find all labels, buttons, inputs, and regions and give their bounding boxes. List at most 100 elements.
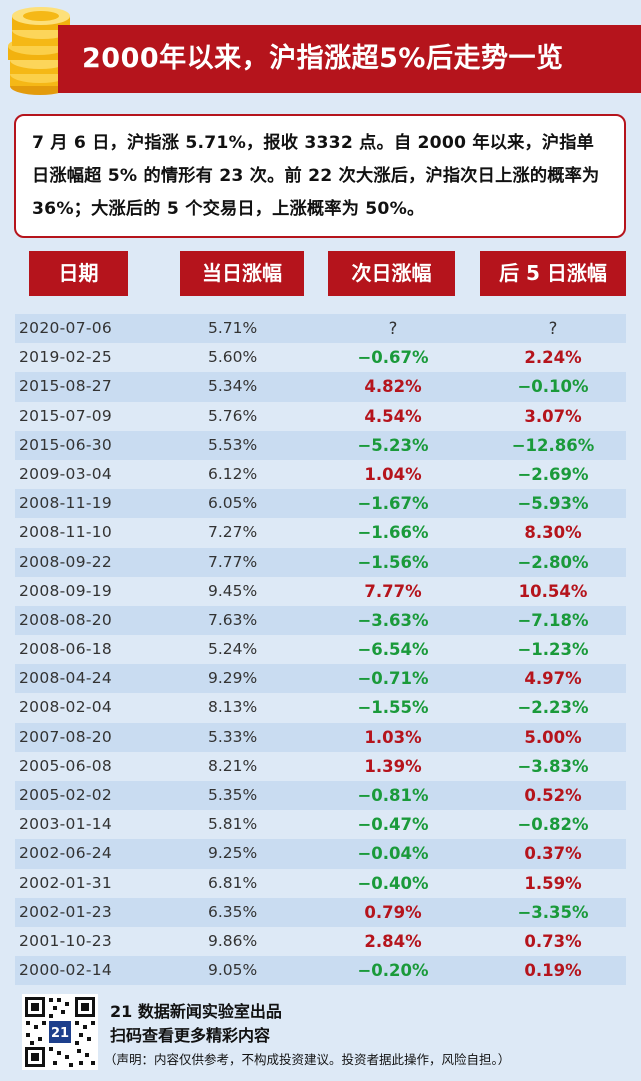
table-row: 2001-10-23 9.86% 2.84% 0.73%	[15, 927, 626, 956]
next-day-change-cell: −1.67%	[357, 494, 429, 514]
five-day-change-cell: 4.97%	[524, 669, 582, 689]
five-day-change-cell: −2.69%	[517, 464, 589, 484]
five-day-change-cell: −1.23%	[517, 640, 589, 660]
qr-logo-text: 21	[51, 1026, 69, 1041]
five-day-change-cell: ?	[548, 319, 558, 338]
date-cell: 2015-07-09	[19, 406, 113, 425]
date-cell: 2005-06-08	[19, 756, 113, 775]
five-day-change-cell: −3.83%	[517, 756, 589, 776]
column-header-day-change: 当日涨幅	[180, 251, 304, 296]
day-change-cell: 5.34%	[208, 377, 258, 396]
five-day-change-cell: −12.86%	[511, 435, 595, 455]
five-day-change-cell: −2.23%	[517, 698, 589, 718]
date-cell: 2008-09-22	[19, 552, 113, 571]
table-row: 2008-09-19 9.45% 7.77% 10.54%	[15, 577, 626, 606]
next-day-change-cell: 1.39%	[364, 756, 422, 776]
date-cell: 2008-11-19	[19, 494, 113, 513]
five-day-change-cell: 0.73%	[524, 931, 582, 951]
day-change-cell: 7.27%	[208, 523, 258, 542]
five-day-change-cell: 5.00%	[524, 727, 582, 747]
five-day-change-cell: 0.37%	[524, 844, 582, 864]
next-day-change-cell: −6.54%	[357, 640, 429, 660]
next-day-change-cell: 2.84%	[364, 931, 422, 951]
footer-scan-prompt: 扫码查看更多精彩内容	[110, 1026, 271, 1045]
table-row: 2003-01-14 5.81% −0.47% −0.82%	[15, 810, 626, 839]
day-change-cell: 9.29%	[208, 669, 258, 688]
day-change-cell: 6.35%	[208, 902, 258, 921]
date-cell: 2007-08-20	[19, 727, 113, 746]
day-change-cell: 5.33%	[208, 727, 258, 746]
date-cell: 2015-06-30	[19, 435, 113, 454]
footer-disclaimer: （声明：内容仅供参考，不构成投资建议。投资者据此操作，风险自担。）	[104, 1052, 511, 1067]
date-cell: 2008-09-19	[19, 581, 113, 600]
table-row: 2005-06-08 8.21% 1.39% −3.83%	[15, 752, 626, 781]
day-change-cell: 5.24%	[208, 640, 258, 659]
day-change-cell: 6.81%	[208, 873, 258, 892]
next-day-change-cell: −0.20%	[357, 961, 429, 981]
date-cell: 2000-02-14	[19, 961, 113, 980]
next-day-change-cell: −0.67%	[357, 348, 429, 368]
next-day-change-cell: 7.77%	[364, 581, 422, 601]
next-day-change-cell: −1.56%	[357, 552, 429, 572]
next-day-change-cell: −3.63%	[357, 610, 429, 630]
next-day-change-cell: −0.40%	[357, 873, 429, 893]
day-change-cell: 6.12%	[208, 464, 258, 483]
date-cell: 2019-02-25	[19, 348, 113, 367]
table-row: 2008-11-19 6.05% −1.67% −5.93%	[15, 489, 626, 519]
day-change-cell: 5.60%	[208, 348, 258, 367]
five-day-change-cell: 3.07%	[524, 406, 582, 426]
date-cell: 2008-04-24	[19, 669, 113, 688]
next-day-change-cell: −0.47%	[357, 815, 429, 835]
day-change-cell: 6.05%	[208, 494, 258, 513]
date-cell: 2002-06-24	[19, 844, 113, 863]
day-change-cell: 5.81%	[208, 815, 258, 834]
date-cell: 2008-06-18	[19, 640, 113, 659]
table-row: 2002-06-24 9.25% −0.04% 0.37%	[15, 839, 626, 869]
next-day-change-cell: −5.23%	[357, 435, 429, 455]
table-row: 2000-02-14 9.05% −0.20% 0.19%	[15, 956, 626, 986]
page-title: 2000年以来，沪指涨超5%后走势一览	[82, 43, 564, 74]
day-change-cell: 9.25%	[208, 844, 258, 863]
next-day-change-cell: −0.04%	[357, 844, 429, 864]
table-row: 2015-06-30 5.53% −5.23% −12.86%	[15, 430, 626, 460]
date-cell: 2008-08-20	[19, 610, 113, 629]
table-row: 2015-07-09 5.76% 4.54% 3.07%	[15, 402, 626, 431]
date-cell: 2003-01-14	[19, 815, 113, 834]
day-change-cell: 5.35%	[208, 786, 258, 804]
table-row: 2009-03-04 6.12% 1.04% −2.69%	[15, 460, 626, 489]
next-day-change-cell: −0.71%	[357, 669, 429, 689]
table-row: 2002-01-23 6.35% 0.79% −3.35%	[15, 897, 626, 927]
column-header-next-day-change: 次日涨幅	[328, 251, 455, 296]
five-day-change-cell: −7.18%	[517, 610, 589, 630]
next-day-change-cell: 1.03%	[364, 727, 422, 747]
intro-text-box: 7 月 6 日，沪指涨 5.71%，报收 3332 点。自 2000 年以来，沪…	[14, 114, 626, 238]
table-row: 2008-09-22 7.77% −1.56% −2.80%	[15, 547, 626, 577]
date-cell: 2005-02-02	[19, 786, 113, 804]
date-cell: 2002-01-31	[19, 873, 113, 892]
date-cell: 2008-02-04	[19, 698, 113, 717]
date-cell: 2020-07-06	[19, 319, 113, 337]
five-day-change-cell: −0.82%	[517, 815, 589, 835]
table-row: 2019-02-25 5.60% −0.67% 2.24%	[15, 343, 626, 372]
footer-credit: 21 数据新闻实验室出品	[110, 1002, 282, 1021]
table-row: 2005-02-02 5.35% −0.81% 0.52%	[15, 781, 626, 811]
table-row: 2015-08-27 5.34% 4.82% −0.10%	[15, 372, 626, 402]
next-day-change-cell: ?	[388, 319, 398, 338]
table-row: 2020-07-06 5.71%??	[15, 314, 626, 344]
table-row: 2008-02-04 8.13% −1.55% −2.23%	[15, 693, 626, 722]
day-change-cell: 5.71%	[208, 319, 258, 337]
table-row: 2002-01-31 6.81% −0.40% 1.59%	[15, 869, 626, 898]
table-row: 2008-04-24 9.29% −0.71% 4.97%	[15, 664, 626, 694]
five-day-change-cell: 10.54%	[518, 581, 588, 601]
date-cell: 2015-08-27	[19, 377, 113, 396]
five-day-change-cell: −5.93%	[517, 494, 589, 514]
five-day-change-cell: −3.35%	[517, 902, 589, 922]
day-change-cell: 7.77%	[208, 552, 258, 571]
five-day-change-cell: −0.10%	[517, 377, 589, 397]
date-cell: 2009-03-04	[19, 464, 113, 483]
next-day-change-cell: −0.81%	[357, 786, 429, 805]
five-day-change-cell: −2.80%	[517, 552, 589, 572]
five-day-change-cell: 0.19%	[524, 961, 582, 981]
five-day-change-cell: 0.52%	[524, 786, 582, 805]
qr-code[interactable]: 21	[22, 994, 98, 1070]
